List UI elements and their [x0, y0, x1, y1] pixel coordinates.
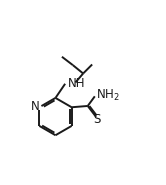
Text: NH$_2$: NH$_2$	[96, 88, 120, 103]
Text: N: N	[31, 100, 40, 113]
Text: S: S	[93, 113, 101, 126]
Text: NH: NH	[68, 77, 86, 90]
